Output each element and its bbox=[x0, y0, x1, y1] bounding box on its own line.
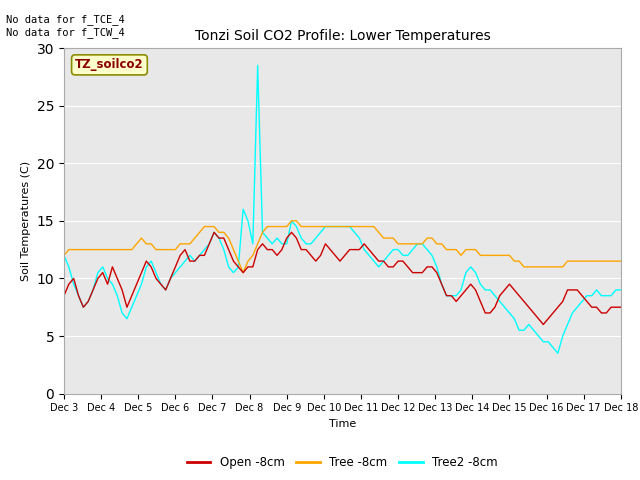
X-axis label: Time: Time bbox=[329, 419, 356, 429]
Legend: Open -8cm, Tree -8cm, Tree2 -8cm: Open -8cm, Tree -8cm, Tree2 -8cm bbox=[182, 451, 503, 474]
Title: Tonzi Soil CO2 Profile: Lower Temperatures: Tonzi Soil CO2 Profile: Lower Temperatur… bbox=[195, 29, 490, 43]
Text: TZ_soilco2: TZ_soilco2 bbox=[75, 59, 144, 72]
Y-axis label: Soil Temperatures (C): Soil Temperatures (C) bbox=[21, 161, 31, 281]
Text: No data for f_TCE_4
No data for f_TCW_4: No data for f_TCE_4 No data for f_TCW_4 bbox=[6, 14, 125, 38]
